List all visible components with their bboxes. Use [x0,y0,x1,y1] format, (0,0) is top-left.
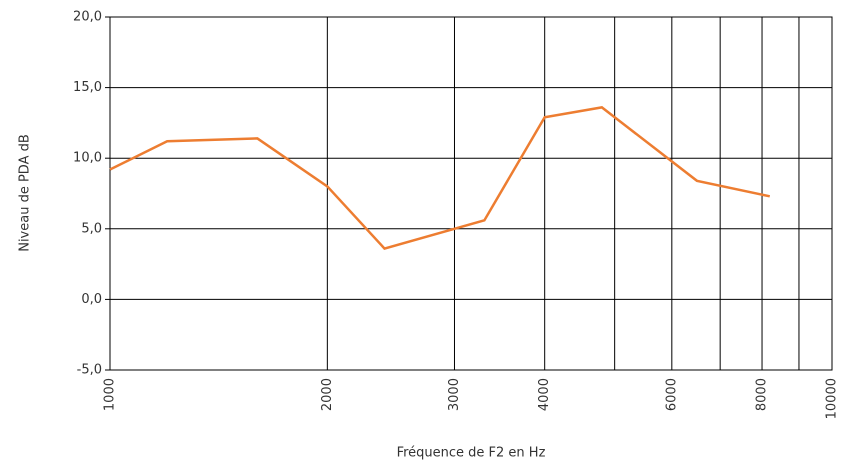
x-tick-label: 6000 [664,378,679,411]
y-tick-label: 5,0 [81,221,102,236]
y-axis-label: Niveau de PDA dB [18,134,33,252]
data-line [109,106,771,250]
y-tick-label: 15,0 [73,80,102,95]
x-tick-label: 4000 [537,378,552,411]
x-tick-label: 3000 [447,378,462,411]
x-tick-label: 8000 [755,378,770,411]
x-tick-label: 10000 [825,378,840,419]
x-axis-label: Fréquence de F2 en Hz [397,446,546,461]
y-tick-label: -5,0 [77,363,102,378]
y-tick-label: 20,0 [73,10,102,25]
plot-frame [109,16,833,371]
x-tick-label: 1000 [103,378,118,411]
y-tick-label: 10,0 [73,151,102,166]
y-tick-label: 0,0 [81,292,102,307]
x-tick-label: 2000 [320,378,335,411]
